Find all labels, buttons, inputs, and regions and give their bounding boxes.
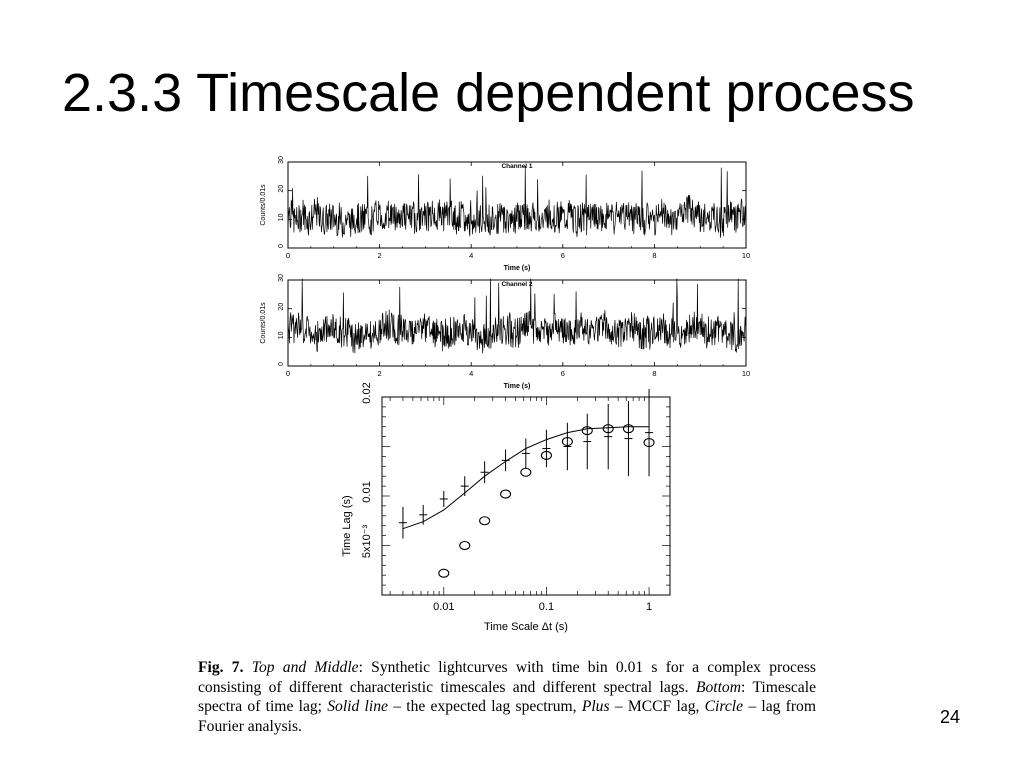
y-tick-label: 0.01 (361, 481, 373, 502)
fourier-circle-marker (438, 568, 450, 578)
lightcurve-channel-2: Channel 2 0 2 4 6 8 10 0 10 20 30 Time (s) Counts/0.… (260, 274, 750, 390)
x-tick-label: 8 (652, 369, 656, 378)
panel-title: Channel 2 (501, 281, 532, 288)
lightcurve-channel-1: Channel 1 0 2 4 6 8 10 0 10 20 30 Time (s) Counts/0.… (260, 156, 750, 272)
fourier-circle-marker (500, 489, 512, 499)
fourier-circle-marker (643, 437, 655, 448)
caption-circle-label: Circle (704, 698, 744, 716)
x-tick-label: 8 (652, 251, 656, 260)
y-axis-label: Time Lag (s) (341, 495, 353, 556)
y-axis-label: Counts/0.01s (260, 302, 267, 344)
caption-solid-label: Solid line (327, 698, 388, 716)
fourier-circle-marker (602, 424, 614, 434)
y-axis-label: Counts/0.01s (260, 184, 267, 226)
x-tick-label: 4 (469, 369, 473, 378)
y-tick-label: 30 (278, 156, 285, 164)
x-tick-label: 2 (378, 251, 382, 260)
fourier-circle-marker (622, 424, 635, 434)
caption-part2-label: Bottom (695, 678, 741, 696)
x-axis-label: Time (s) (504, 383, 531, 390)
x-tick-label: 0.01 (433, 601, 454, 613)
caption-plus-label: Plus (581, 698, 610, 716)
time-lag-spectrum-plot: 0.01 0.1 1 5x10⁻³ 0.01 0.02 Time Scale Δt (s) T… (341, 382, 671, 633)
x-axis-label: Time Scale Δt (s) (484, 621, 568, 633)
lightcurve-line (287, 278, 747, 354)
caption-part1-text: : Synthetic lightcurves with time bin 0.… (198, 659, 816, 696)
fourier-circle-marker (479, 516, 491, 526)
page-number: 24 (940, 707, 961, 727)
lightcurve-line (287, 166, 747, 238)
fourier-circle-marker (459, 540, 471, 551)
figure-caption: Fig. 7. Top and Middle: Synthetic lightc… (198, 658, 816, 736)
x-tick-label: 10 (742, 369, 750, 378)
plot-frame (287, 161, 747, 249)
fourier-circle-marker (581, 426, 593, 436)
caption-fig-label: Fig. 7. (198, 659, 244, 676)
caption-part2-text: : Timescale spectra of time lag; (198, 678, 816, 716)
y-tick-label: 10 (278, 213, 285, 221)
panel-title: Channel 1 (501, 163, 532, 170)
x-tick-label: 6 (561, 251, 565, 260)
y-tick-label: 0 (278, 362, 285, 366)
y-tick-label: 5x10⁻³ (361, 525, 373, 559)
x-tick-label: 4 (469, 251, 473, 260)
x-tick-label: 10 (742, 251, 750, 260)
fourier-circle-marker (520, 467, 532, 477)
x-tick-label: 0.1 (539, 601, 554, 613)
fourier-circle-marker (561, 436, 573, 447)
x-tick-label: 0 (286, 369, 290, 378)
slide-title: 2.3.3 Timescale dependent process (62, 63, 915, 123)
y-tick-label: 0.02 (361, 382, 373, 403)
x-tick-label: 6 (561, 369, 565, 378)
caption-circle-text: – lag from Fourier analysis. (198, 698, 816, 735)
x-tick-label: 2 (378, 369, 382, 378)
y-tick-label: 20 (278, 303, 285, 311)
y-tick-label: 10 (278, 331, 285, 339)
caption-solid-text: – the expected lag spectrum, (387, 698, 582, 716)
fourier-circle-marker (540, 450, 552, 460)
x-tick-label: 0 (286, 251, 290, 260)
x-axis-label: Time (s) (504, 265, 531, 272)
y-tick-label: 0 (278, 244, 285, 248)
y-tick-label: 20 (278, 185, 285, 193)
y-tick-label: 30 (278, 274, 285, 282)
caption-part1-label: Top and Middle (251, 659, 359, 676)
x-tick-label: 1 (646, 601, 652, 613)
caption-plus-text: – MCCF lag, (609, 698, 705, 716)
